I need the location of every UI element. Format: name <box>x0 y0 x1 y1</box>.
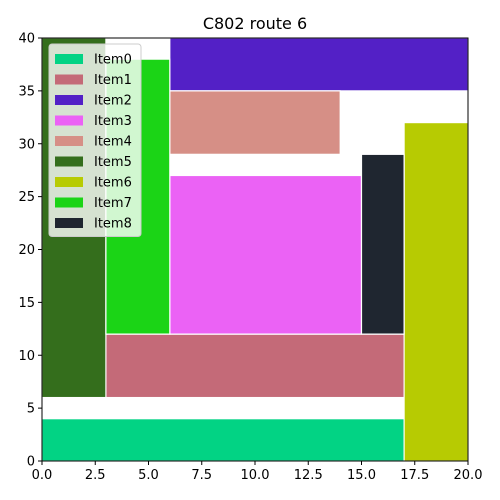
legend-swatch-item6 <box>55 177 83 187</box>
x-tick-label: 7.5 <box>191 468 212 483</box>
legend-label-item8: Item8 <box>94 217 132 232</box>
x-tick-label: 20.0 <box>454 468 483 483</box>
y-tick-label: 15 <box>18 296 35 311</box>
x-tick-label: 17.5 <box>400 468 429 483</box>
y-tick-label: 25 <box>18 190 35 205</box>
legend-label-item6: Item6 <box>94 176 132 191</box>
legend-swatch-item7 <box>55 197 83 208</box>
legend-swatch-item0 <box>55 54 83 64</box>
legend-label-item2: Item2 <box>94 94 132 109</box>
legend-label-item4: Item4 <box>94 135 132 150</box>
y-tick-label: 5 <box>27 402 35 417</box>
x-tick-label: 12.5 <box>294 468 323 483</box>
y-tick-label: 40 <box>18 32 35 47</box>
x-tick-label: 5.0 <box>138 468 159 483</box>
legend-label-item7: Item7 <box>94 196 132 211</box>
treemap-rect-item6 <box>403 121 469 462</box>
legend-swatch-item4 <box>55 136 83 146</box>
y-tick-label: 35 <box>18 84 35 99</box>
y-tick-label: 30 <box>18 137 35 152</box>
treemap-rect-item2 <box>169 37 469 92</box>
chart-title: C802 route 6 <box>203 14 307 33</box>
treemap-rect-item4 <box>169 90 341 155</box>
treemap-rect-item8 <box>360 153 405 335</box>
x-tick-label: 2.5 <box>85 468 106 483</box>
x-tick-label: 0.0 <box>32 468 53 483</box>
legend-swatch-item1 <box>55 74 83 85</box>
legend-label-item3: Item3 <box>94 114 132 129</box>
axes: 0.0 2.5 5.0 7.5 10.0 12.5 15.0 17.5 20.0 0 5 10 15 20… <box>18 32 482 484</box>
y-tick-label: 0 <box>27 455 35 470</box>
y-tick-label: 20 <box>18 243 35 258</box>
x-tick-label: 15.0 <box>347 468 376 483</box>
legend: Item0 Item1 Item2 Item3 Item4 Item5 Item6 Item7… <box>48 43 142 237</box>
legend-swatch-item5 <box>55 156 83 167</box>
legend-swatch-item8 <box>55 218 83 228</box>
legend-box <box>48 43 142 237</box>
treemap-rect-item1 <box>105 333 405 399</box>
legend-label-item0: Item0 <box>94 53 132 68</box>
legend-label-item5: Item5 <box>94 155 132 170</box>
treemap-rect-item3 <box>169 174 363 335</box>
legend-swatch-item2 <box>55 95 83 105</box>
legend-swatch-item3 <box>55 115 83 126</box>
treemap-rect-item0 <box>41 418 405 462</box>
y-tick-label: 10 <box>18 349 35 364</box>
legend-label-item1: Item1 <box>94 73 132 88</box>
x-tick-label: 10.0 <box>241 468 270 483</box>
